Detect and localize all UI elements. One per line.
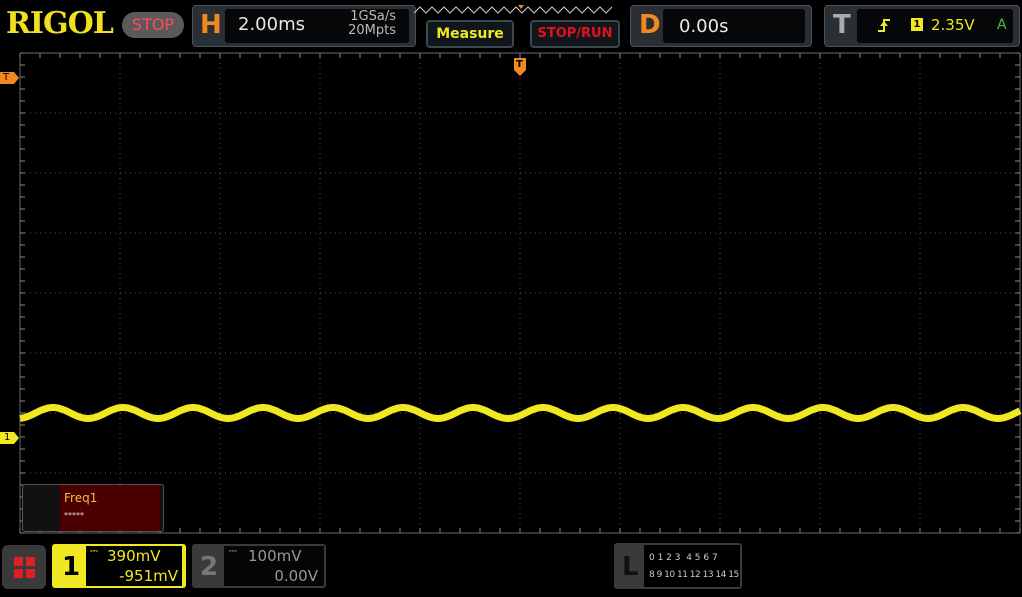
logic-channels-row1: 0 1 2 3 4 5 6 7	[649, 553, 718, 563]
grid-menu-icon	[14, 557, 35, 578]
sample-rate: 1GSa/s	[350, 9, 396, 24]
trigger-mode: A	[997, 17, 1007, 33]
sample-info: 1GSa/s 20Mpts	[330, 10, 396, 38]
delay-value: 0.00s	[679, 16, 729, 37]
timebase-value: 2.00ms	[238, 14, 305, 35]
trigger-level-marker	[0, 72, 19, 84]
memory-depth: 20Mpts	[348, 23, 396, 38]
trigger-level: 2.35V	[931, 16, 975, 34]
trigger-label: T	[833, 10, 851, 40]
trigger-position-marker	[514, 58, 526, 76]
rigol-logo: RIGOL	[6, 6, 114, 41]
logic-channels-row2: 8 9 10 11 12 13 14 15	[649, 570, 739, 580]
delay-label: D	[639, 10, 661, 40]
run-state-badge[interactable]: STOP	[122, 12, 184, 38]
channel1-offset: -951mV	[119, 567, 178, 585]
measurement-name: Freq1	[64, 491, 98, 505]
channel2-number: 2	[200, 552, 219, 582]
trigger-level-label: T	[3, 72, 10, 83]
dc-coupling-icon: ⎓	[229, 546, 237, 557]
dc-coupling-icon: ⎓	[90, 546, 98, 557]
channel1-marker-label: 1	[4, 432, 11, 443]
measurement-value: *****	[64, 511, 84, 520]
horizontal-panel[interactable]: H	[192, 5, 416, 47]
measure-button[interactable]: Measure	[426, 20, 514, 48]
memory-waveform-icon	[413, 6, 613, 14]
horizontal-label: H	[200, 10, 222, 40]
channel1-number: 1	[62, 552, 81, 582]
logic-label: L	[622, 552, 639, 582]
stop-run-button[interactable]: STOP/RUN	[530, 20, 620, 48]
channel2-offset: 0.00V	[274, 567, 318, 585]
graticule	[19, 52, 1021, 534]
channel1-scale: 390mV	[107, 547, 161, 565]
channel2-scale: 100mV	[248, 547, 302, 565]
navigation-menu-button[interactable]	[2, 545, 46, 589]
memory-position-bar[interactable]	[410, 3, 620, 15]
trigger-position-label: T	[516, 59, 523, 70]
delay-panel[interactable]: D 0.00s	[630, 5, 812, 47]
rising-edge-icon	[878, 19, 890, 32]
measurement-box[interactable]: Freq1 *****	[22, 484, 164, 532]
channel1-waveform	[18, 404, 1022, 422]
trigger-source-badge: 1	[911, 18, 923, 31]
memory-position-marker	[518, 5, 524, 9]
trigger-panel[interactable]: T 1 2.35V A	[824, 5, 1020, 47]
channel1-offset-marker	[0, 432, 19, 444]
